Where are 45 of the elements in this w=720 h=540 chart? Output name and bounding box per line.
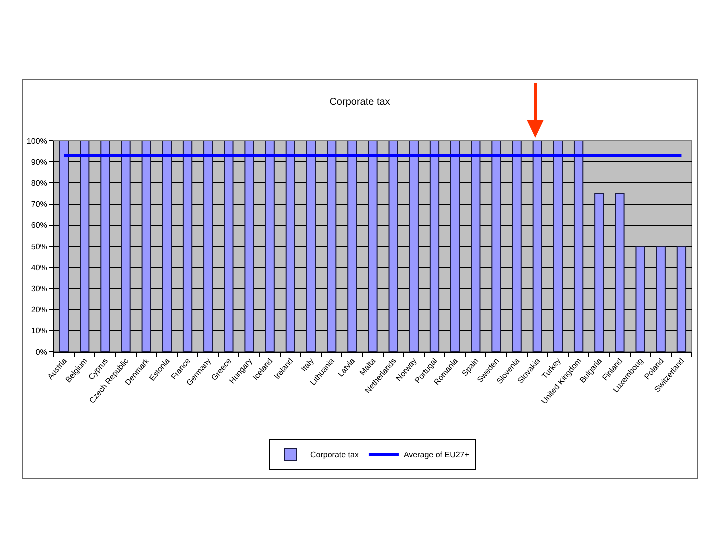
y-tick-label: 70%	[31, 200, 48, 210]
bar	[553, 141, 564, 352]
y-tick-label: 100%	[26, 136, 48, 146]
bar	[121, 141, 131, 352]
bar	[204, 141, 214, 352]
bar	[286, 141, 296, 352]
bar	[450, 141, 460, 352]
bar	[656, 246, 666, 352]
bar	[409, 141, 419, 352]
legend-label: Corporate tax	[310, 450, 359, 460]
bar	[594, 193, 604, 352]
y-tick-label: 60%	[31, 221, 48, 230]
bar	[471, 141, 481, 352]
bar	[327, 141, 337, 352]
y-tick-label: 20%	[31, 306, 48, 315]
bar	[162, 141, 172, 352]
bar	[244, 141, 254, 352]
y-tick-label: 50%	[31, 242, 48, 252]
bar	[492, 141, 502, 352]
bar	[142, 141, 152, 352]
y-tick-label: 90%	[31, 158, 48, 167]
y-tick-label: 80%	[31, 179, 48, 188]
bar	[676, 246, 687, 352]
bar	[615, 193, 625, 352]
legend-label: Average of EU27+	[404, 450, 470, 460]
y-tick-label: 30%	[31, 284, 48, 294]
y-tick-label: 40%	[31, 263, 48, 272]
bar	[368, 141, 378, 352]
y-tick-label: 10%	[31, 326, 48, 336]
bar	[59, 141, 70, 352]
bar	[100, 141, 110, 352]
bar	[636, 246, 646, 352]
bar	[182, 141, 193, 352]
bar	[306, 141, 316, 352]
bar	[348, 141, 358, 352]
bar	[265, 141, 275, 352]
bar	[388, 141, 398, 352]
bar	[80, 141, 90, 352]
y-tick-label: 0%	[36, 348, 48, 357]
bar	[224, 141, 234, 352]
bar	[532, 141, 542, 352]
bar	[574, 141, 584, 352]
bar	[430, 141, 440, 352]
bar	[512, 141, 522, 352]
chart-title: Corporate tax	[330, 96, 390, 108]
